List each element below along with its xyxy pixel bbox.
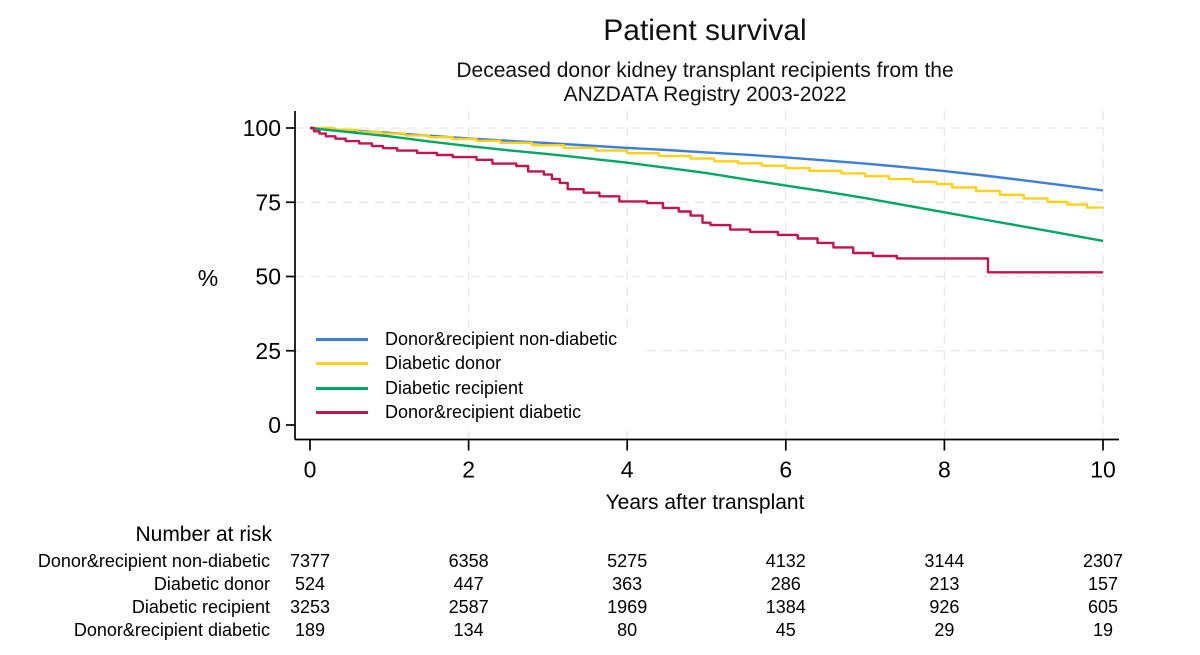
y-tick-label: 25 [255, 338, 281, 364]
risk-value: 2307 [1082, 551, 1124, 571]
legend-line-swatch [316, 337, 368, 341]
legend-label: Diabetic recipient [385, 377, 524, 398]
risk-table-row: Donor&recipient diabetic 189 134 80 45 29 19 [0, 619, 1200, 641]
risk-value: 45 [775, 620, 796, 640]
risk-value: 19 [1092, 620, 1114, 640]
y-tick-label: 50 [255, 264, 281, 290]
risk-value: 1384 [765, 597, 806, 617]
risk-table-row: Diabetic donor 524 447 363 286 213 157 [0, 573, 1200, 595]
survival-curve-donor-recipient-diabetic [310, 126, 1103, 274]
risk-value: 134 [453, 620, 484, 640]
y-tick-label: 0 [268, 412, 281, 438]
risk-value: 286 [770, 574, 801, 594]
risk-value: 524 [294, 574, 326, 594]
risk-value: 1969 [607, 597, 648, 617]
chart-subtitle-line2: ANZDATA Registry 2003-2022 [563, 83, 847, 106]
risk-value: 213 [929, 574, 960, 594]
risk-value: 605 [1087, 597, 1119, 617]
x-tick-label: 6 [779, 457, 792, 483]
legend: Donor&recipient non-diabetic Diabetic do… [301, 327, 645, 425]
x-tick-label: 10 [1090, 457, 1116, 483]
risk-value: 29 [934, 620, 955, 640]
legend-label: Donor&recipient diabetic [385, 402, 582, 423]
risk-value: 2587 [448, 597, 489, 617]
x-axis-title: Years after transplant [605, 491, 805, 514]
legend-item: Donor&recipient non-diabetic [301, 327, 645, 352]
risk-value: 189 [294, 620, 326, 640]
x-tick-label: 4 [621, 457, 634, 483]
chart-title: Patient survival [603, 14, 807, 47]
legend-item: Donor&recipient diabetic [301, 401, 645, 426]
legend-label: Diabetic donor [385, 353, 502, 374]
risk-value: 3253 [289, 597, 331, 617]
legend-line-swatch [316, 362, 368, 366]
risk-table-header: Number at risk [135, 523, 272, 546]
y-axis-title: % [197, 265, 219, 291]
risk-row-label: Donor&recipient diabetic [73, 620, 270, 640]
y-tick-label: 75 [255, 189, 281, 215]
x-tick-label: 0 [304, 457, 317, 483]
risk-table-row: Donor&recipient non-diabetic 7377 6358 527… [0, 550, 1200, 572]
legend-line-swatch [316, 386, 368, 390]
survival-curve-diabetic-recipient [309, 126, 1104, 243]
risk-value: 7377 [289, 551, 331, 571]
legend-label: Donor&recipient non-diabetic [385, 328, 618, 349]
risk-value: 3144 [924, 551, 965, 571]
legend-line-swatch [316, 411, 368, 415]
x-tick-label: 2 [462, 457, 475, 483]
risk-row-label: Diabetic donor [153, 574, 270, 594]
risk-value: 363 [612, 574, 643, 594]
risk-value: 5275 [607, 551, 648, 571]
chart-subtitle-line1: Deceased donor kidney transplant recipie… [456, 59, 954, 82]
risk-row-label: Donor&recipient non-diabetic [37, 551, 270, 571]
risk-table-row: Diabetic recipient 3253 2587 1969 1384 926 60… [0, 596, 1200, 618]
survival-curve-diabetic-donor [310, 126, 1105, 209]
risk-row-label: Diabetic recipient [131, 597, 270, 617]
risk-value: 80 [617, 620, 638, 640]
x-tick-label: 8 [938, 457, 951, 483]
risk-value: 6358 [448, 551, 489, 571]
risk-value: 4132 [765, 551, 806, 571]
risk-value: 926 [929, 597, 960, 617]
y-tick-label: 100 [243, 115, 281, 141]
legend-item: Diabetic recipient [301, 376, 645, 401]
legend-item: Diabetic donor [301, 352, 645, 377]
risk-value: 157 [1087, 574, 1119, 594]
risk-value: 447 [453, 574, 484, 594]
